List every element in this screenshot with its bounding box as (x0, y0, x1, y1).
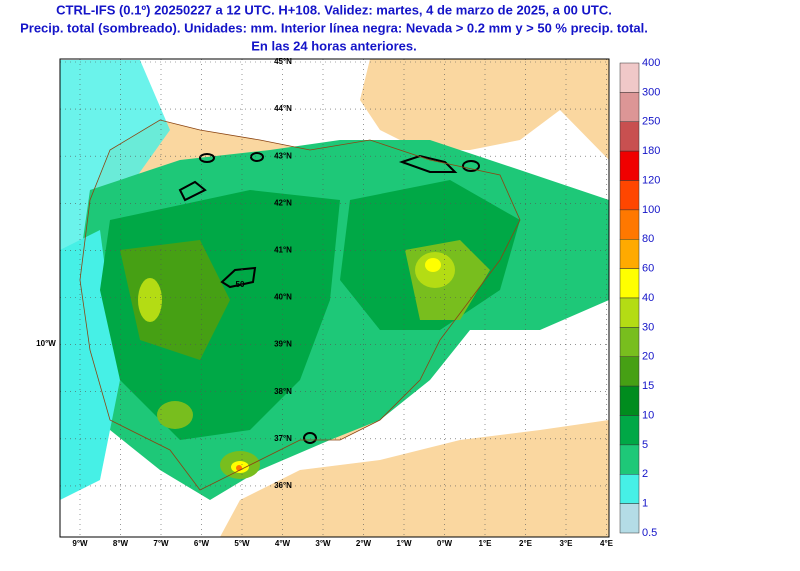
lat-label: 37°N (274, 434, 292, 443)
contour-label: 50 (236, 280, 245, 289)
colorbar-label: 10 (642, 409, 654, 421)
colorbar-swatch (619, 444, 640, 475)
colorbar-label: 1 (642, 498, 648, 510)
colorbar-swatch (619, 474, 640, 504)
lat-label: 38°N (274, 387, 292, 396)
colorbar-swatch (619, 268, 640, 299)
lat-label: 45°N (274, 57, 292, 66)
lat-label: 43°N (274, 151, 292, 160)
colorbar-swatch (619, 92, 640, 122)
title-line: En las 24 horas anteriores. (251, 38, 416, 53)
colorbar-swatch (619, 503, 640, 534)
lat-label: 36°N (274, 481, 292, 490)
colorbar-label: 300 (642, 86, 660, 98)
lon-label: 2°W (356, 539, 372, 548)
lat-label: 41°N (274, 246, 292, 255)
lon-label: 10°W (36, 339, 56, 348)
colorbar-label: 5 (642, 439, 648, 451)
colorbar-label: 400 (642, 57, 660, 69)
map (60, 59, 609, 537)
lon-label: 0°W (437, 539, 453, 548)
colorbar-swatch (619, 356, 640, 387)
lon-label: 3°E (560, 539, 574, 548)
colorbar-label: 15 (642, 380, 654, 392)
colorbar-label: 100 (642, 204, 660, 216)
lon-label: 8°W (113, 539, 129, 548)
colorbar-swatch (619, 239, 640, 269)
lon-label: 7°W (153, 539, 169, 548)
lon-label: 5°W (234, 539, 250, 548)
lat-label: 42°N (274, 198, 292, 207)
colorbar-label: 80 (642, 233, 654, 245)
colorbar-label: 30 (642, 321, 654, 333)
title-line: CTRL-IFS (0.1º) 20250227 a 12 UTC. H+108… (56, 2, 612, 17)
colorbar-label: 20 (642, 351, 654, 363)
colorbar-label: 40 (642, 292, 654, 304)
colorbar-label: 2 (642, 468, 648, 480)
colorbar-swatch (619, 62, 640, 93)
colorbar-swatch (619, 121, 640, 152)
lon-label: 1°E (479, 539, 493, 548)
lat-label: 39°N (274, 340, 292, 349)
colorbar-label: 0.5 (642, 527, 657, 539)
colorbar-swatch (619, 150, 640, 181)
lat-label: 44°N (274, 104, 292, 113)
lon-label: 6°W (194, 539, 210, 548)
lat-label: 40°N (274, 293, 292, 302)
colorbar-swatch (619, 327, 640, 357)
lon-label: 9°W (72, 539, 88, 548)
colorbar-label: 180 (642, 145, 660, 157)
colorbar-label: 120 (642, 174, 660, 186)
colorbar-swatch (619, 385, 640, 416)
lon-label: 3°W (315, 539, 331, 548)
colorbar-label: 60 (642, 263, 654, 275)
colorbar-label: 250 (642, 116, 660, 128)
lon-label: 1°W (396, 539, 412, 548)
colorbar-swatch (619, 297, 640, 328)
lon-label: 4°W (275, 539, 291, 548)
colorbar-swatch (619, 415, 640, 446)
colorbar-swatch (619, 209, 640, 240)
title-line: Precip. total (sombreado). Unidades: mm.… (20, 20, 648, 35)
colorbar-swatch (619, 180, 640, 211)
lon-label: 2°E (519, 539, 533, 548)
lon-label: 4°E (600, 539, 614, 548)
